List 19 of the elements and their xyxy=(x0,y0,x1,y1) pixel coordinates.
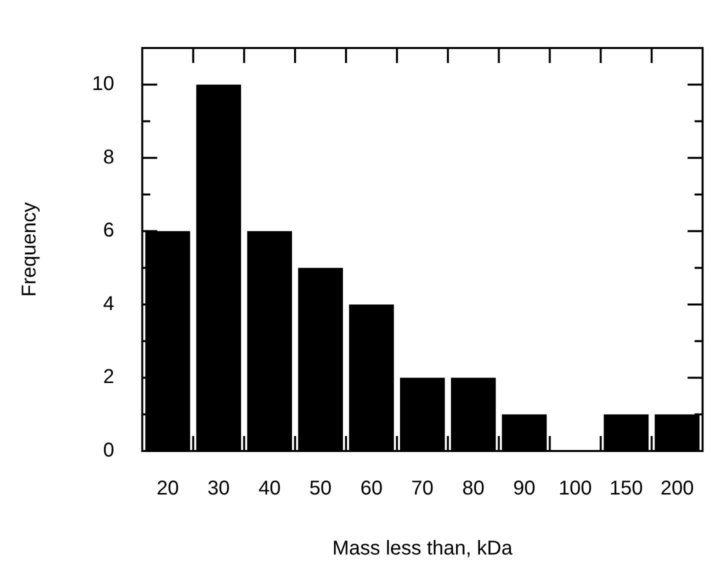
y-tick-label: 10 xyxy=(92,73,114,96)
y-axis-title: Frequency xyxy=(18,202,41,297)
x-tick-label: 100 xyxy=(558,478,592,500)
y-tick-label: 2 xyxy=(103,366,114,388)
x-tick-label: 80 xyxy=(462,478,484,500)
x-tick-label: 30 xyxy=(208,478,230,500)
x-tick-label: 70 xyxy=(411,478,434,500)
x-tick-label: 60 xyxy=(360,478,383,500)
x-tick-label: 200 xyxy=(660,478,694,500)
x-tick-label: 40 xyxy=(258,478,281,500)
x-tick-label: 20 xyxy=(156,478,179,500)
y-tick-label: 0 xyxy=(103,440,114,462)
x-tick-label: 150 xyxy=(610,478,643,500)
x-axis-title: Mass less than, kDa xyxy=(332,538,514,560)
y-tick-label: 8 xyxy=(103,146,114,168)
y-tick-label: 6 xyxy=(103,220,114,242)
x-tick-label: 90 xyxy=(513,478,536,500)
y-tick-label: 4 xyxy=(103,292,114,315)
x-tick-label: 50 xyxy=(309,478,332,500)
